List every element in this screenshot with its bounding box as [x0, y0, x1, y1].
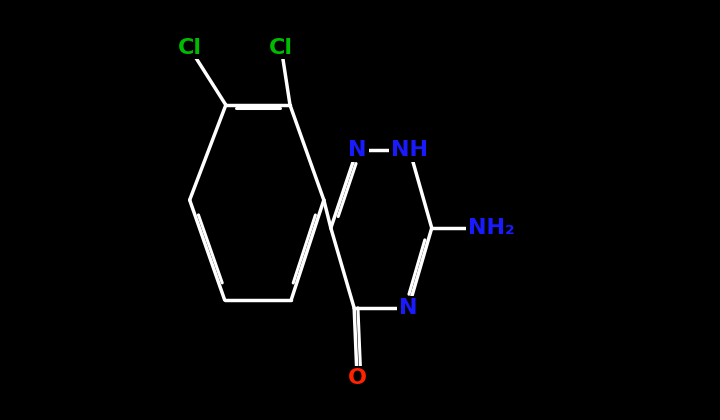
Text: NH₂: NH₂	[468, 218, 515, 238]
Text: NH: NH	[391, 140, 428, 160]
Text: N: N	[399, 298, 418, 318]
Text: O: O	[348, 368, 366, 388]
Text: N: N	[348, 140, 366, 160]
Text: Cl: Cl	[178, 38, 202, 58]
Text: Cl: Cl	[269, 38, 293, 58]
